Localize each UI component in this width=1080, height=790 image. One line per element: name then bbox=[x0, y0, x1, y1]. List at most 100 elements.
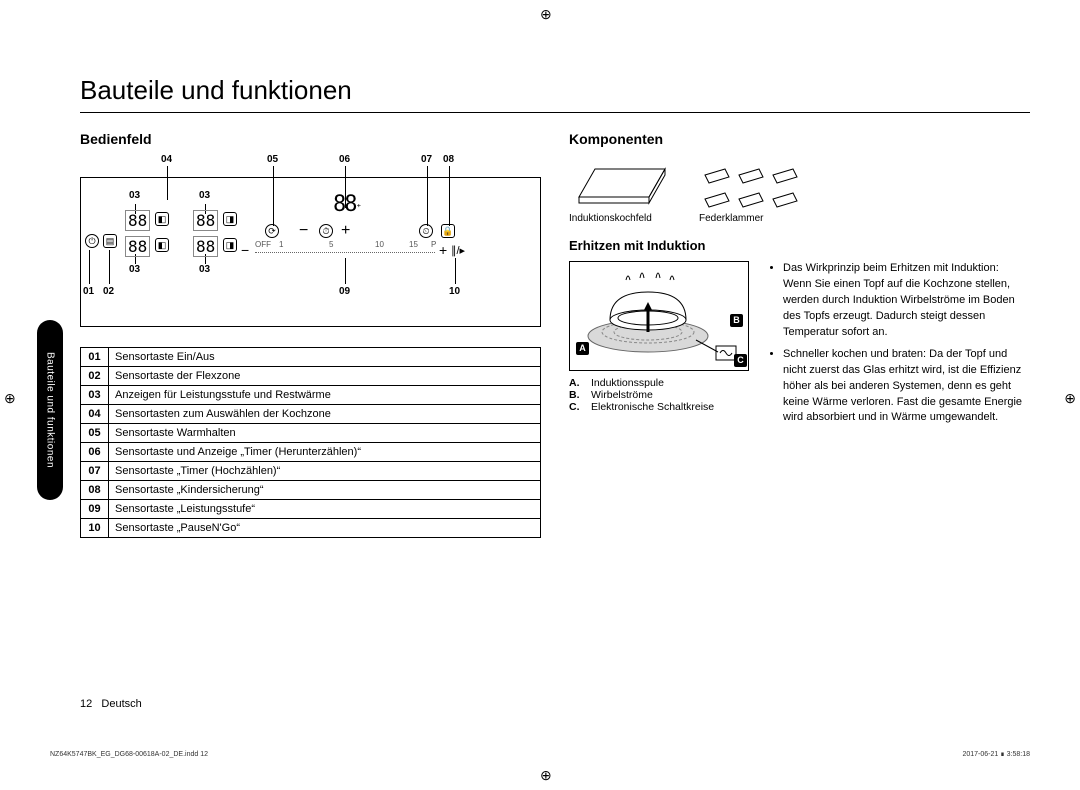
table-row: 05Sensortaste Warmhalten bbox=[81, 424, 541, 443]
zone-icon: ◧ bbox=[155, 212, 169, 226]
page: Bauteile und funktionen Bauteile und fun… bbox=[40, 20, 1040, 770]
leader bbox=[109, 250, 110, 284]
part-number: 02 bbox=[81, 367, 109, 386]
induction-left: A B C A.Induktionsspule B. Wirbelströme C… bbox=[569, 261, 749, 432]
part-desc: Sensortaste „Leistungsstufe“ bbox=[109, 500, 541, 519]
flexzone-icon: ▤ bbox=[103, 234, 117, 248]
display-seg: 88 bbox=[193, 210, 218, 231]
part-desc: Sensortaste „PauseN'Go“ bbox=[109, 519, 541, 538]
footer-page: 12 bbox=[80, 698, 92, 710]
component-cooktop: Induktionskochfeld bbox=[569, 157, 669, 224]
right-column: Komponenten Induktionskochfeld bbox=[569, 131, 1030, 538]
part-desc: Sensortaste Ein/Aus bbox=[109, 348, 541, 367]
components-row: Induktionskochfeld Federklammer bbox=[569, 157, 1030, 224]
lock-icon: 🔒 bbox=[441, 224, 455, 238]
legend-row: B. Wirbelströme bbox=[569, 389, 749, 401]
part-number: 10 bbox=[81, 519, 109, 538]
slider-10: 10 bbox=[375, 240, 384, 249]
table-row: 06Sensortaste und Anzeige „Timer (Herunt… bbox=[81, 443, 541, 462]
table-row: 10Sensortaste „PauseN'Go“ bbox=[81, 519, 541, 538]
page-title: Bauteile und funktionen bbox=[80, 75, 1040, 106]
legend-row: C.Elektronische Schaltkreise bbox=[569, 401, 749, 413]
leader bbox=[167, 166, 168, 200]
page-footer: 12 Deutsch bbox=[80, 698, 142, 710]
legend: A.Induktionsspule B. Wirbelströme C.Elekt… bbox=[569, 377, 749, 413]
part-number: 07 bbox=[81, 462, 109, 481]
callout-08: 08 bbox=[443, 154, 454, 165]
slider-1: 1 bbox=[279, 240, 283, 249]
timer-icon: ⏱ bbox=[319, 224, 333, 238]
callout-03a: 03 bbox=[129, 190, 140, 201]
part-number: 04 bbox=[81, 405, 109, 424]
table-row: 03Anzeigen für Leistungsstufe und Restwä… bbox=[81, 386, 541, 405]
cooktop-icon bbox=[569, 157, 669, 209]
induction-diagram: A B C bbox=[569, 261, 749, 371]
display-seg: 88 bbox=[125, 210, 150, 231]
callout-10: 10 bbox=[449, 286, 460, 297]
part-desc: Sensortaste der Flexzone bbox=[109, 367, 541, 386]
induction-row: A B C A.Induktionsspule B. Wirbelströme C… bbox=[569, 261, 1030, 432]
display-seg: 88 bbox=[193, 236, 218, 257]
slider-5: 5 bbox=[329, 240, 333, 249]
callout-09: 09 bbox=[339, 286, 350, 297]
stopwatch-icon: ⏲ bbox=[419, 224, 433, 238]
control-panel-diagram: 04 05 06 07 08 03 03 03 03 bbox=[80, 177, 541, 327]
power-icon: ⏻ bbox=[85, 234, 99, 248]
diagram-label-c: C bbox=[734, 354, 747, 367]
bullet-item: Das Wirkprinzip beim Erhitzen mit Indukt… bbox=[783, 261, 1030, 341]
table-row: 08Sensortaste „Kindersicherung“ bbox=[81, 481, 541, 500]
pause-icon: ∥/▸ bbox=[451, 244, 465, 257]
table-row: 09Sensortaste „Leistungsstufe“ bbox=[81, 500, 541, 519]
legend-val: Elektronische Schaltkreise bbox=[591, 401, 714, 413]
part-desc: Sensortaste „Timer (Hochzählen)“ bbox=[109, 462, 541, 481]
part-number: 01 bbox=[81, 348, 109, 367]
part-number: 05 bbox=[81, 424, 109, 443]
legend-key: B. bbox=[569, 389, 583, 401]
crop-left: ⊕ bbox=[4, 390, 16, 407]
part-desc: Sensortaste „Kindersicherung“ bbox=[109, 481, 541, 500]
footer-lang: Deutsch bbox=[101, 698, 141, 710]
part-number: 08 bbox=[81, 481, 109, 500]
callout-02: 02 bbox=[103, 286, 114, 297]
part-number: 06 bbox=[81, 443, 109, 462]
callout-07: 07 bbox=[421, 154, 432, 165]
display-seg: 88 bbox=[125, 236, 150, 257]
component-clips-label: Federklammer bbox=[699, 213, 763, 224]
plus-icon: + bbox=[341, 222, 350, 240]
table-row: 04Sensortasten zum Auswählen der Kochzon… bbox=[81, 405, 541, 424]
part-desc: Sensortaste und Anzeige „Timer (Herunter… bbox=[109, 443, 541, 462]
leader bbox=[449, 166, 450, 226]
section-tab: Bauteile und funktionen bbox=[37, 320, 63, 500]
slider-p: P bbox=[431, 240, 436, 249]
leader bbox=[455, 258, 456, 284]
slider-15: 15 bbox=[409, 240, 418, 249]
left-column: Bedienfeld 04 05 06 07 08 03 03 03 03 bbox=[80, 131, 541, 538]
title-rule bbox=[80, 112, 1030, 113]
bedienfeld-heading: Bedienfeld bbox=[80, 131, 541, 147]
clips-icon bbox=[699, 157, 809, 209]
legend-key: A. bbox=[569, 377, 583, 389]
crop-right: ⊕ bbox=[1064, 390, 1076, 407]
part-desc: Sensortasten zum Auswählen der Kochzone bbox=[109, 405, 541, 424]
legend-val: Wirbelströme bbox=[591, 389, 653, 401]
part-number: 09 bbox=[81, 500, 109, 519]
erhitzen-heading: Erhitzen mit Induktion bbox=[569, 238, 1030, 253]
columns: Bedienfeld 04 05 06 07 08 03 03 03 03 bbox=[80, 131, 1030, 538]
table-row: 02Sensortaste der Flexzone bbox=[81, 367, 541, 386]
component-clips: Federklammer bbox=[699, 157, 809, 224]
diagram-label-a: A bbox=[576, 342, 589, 355]
fineprint-right: 2017-06-21 ∎ 3:58:18 bbox=[962, 750, 1030, 758]
komponenten-heading: Komponenten bbox=[569, 131, 1030, 147]
timer-display: 88⁺ bbox=[333, 192, 360, 217]
component-cooktop-label: Induktionskochfeld bbox=[569, 213, 652, 224]
callout-05: 05 bbox=[267, 154, 278, 165]
table-row: 07Sensortaste „Timer (Hochzählen)“ bbox=[81, 462, 541, 481]
fineprint-left: NZ64K5747BK_EG_DG68-00618A-02_DE.indd 12 bbox=[50, 751, 208, 758]
parts-table: 01Sensortaste Ein/Aus02Sensortaste der F… bbox=[80, 347, 541, 538]
minus-icon: − bbox=[299, 222, 308, 240]
induction-svg bbox=[570, 262, 748, 370]
diagram-label-b: B bbox=[730, 314, 743, 327]
slider-off: OFF bbox=[255, 240, 271, 249]
slider-plus: + bbox=[439, 242, 447, 258]
legend-row: A.Induktionsspule bbox=[569, 377, 749, 389]
